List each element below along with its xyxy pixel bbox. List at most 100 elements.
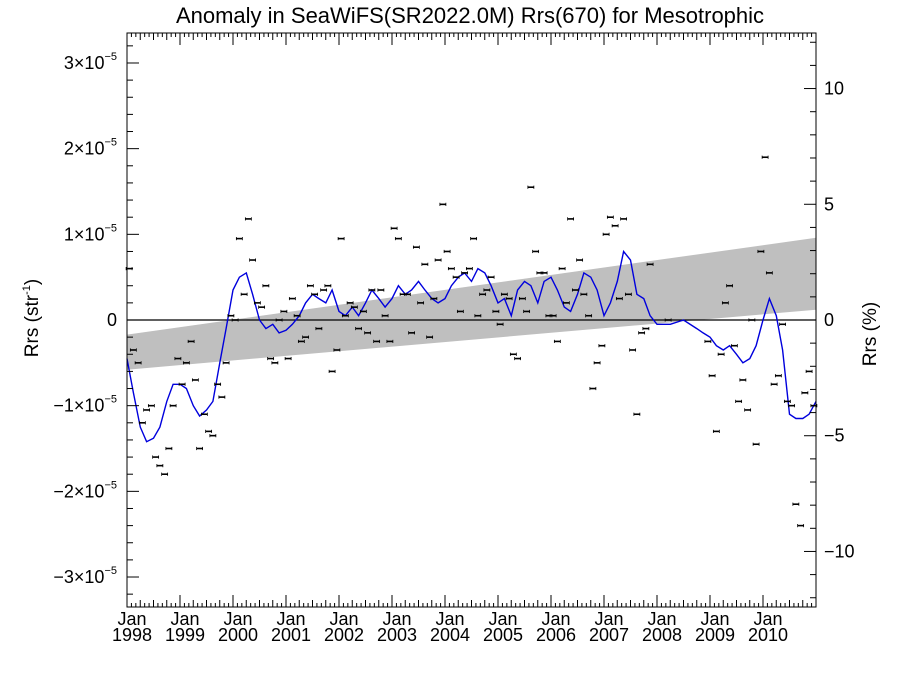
data-point [412,245,420,249]
data-point [165,446,173,451]
data-point [580,292,588,296]
data-point [620,217,628,221]
data-point [244,217,252,221]
data-point [496,322,504,326]
data-point [708,374,716,378]
y-tick-exponent: −5 [104,479,117,491]
data-point [474,314,482,318]
y-axis-label-close: ) [22,279,43,285]
data-point [214,382,222,386]
data-point [434,258,442,262]
data-point [390,226,398,230]
x-tick-year: 2008 [642,625,682,645]
data-point [717,352,725,356]
data-point [174,356,182,361]
data-point [143,408,151,412]
data-point [288,296,296,301]
x-tick-month: Jan [117,609,146,629]
x-tick-month: Jan [647,609,676,629]
data-point [770,382,778,386]
y-tick-mantissa: −1×10 [53,396,104,416]
y2-tick-label: −5 [824,426,845,446]
data-point [209,434,217,438]
data-point [797,524,805,528]
data-point [585,314,593,318]
x-tick-labels: Jan1998Jan1999Jan2000Jan2001Jan2002Jan20… [112,609,788,645]
x-tick-month: Jan [700,609,729,629]
y2-axis-label: Rrs (%) [860,302,881,366]
data-point [500,292,508,296]
data-point [487,275,495,279]
x-tick-year: 2007 [589,625,629,645]
data-point [598,344,606,348]
data-point [439,202,447,206]
data-point [456,309,464,314]
y2-tick-label: 5 [824,194,834,214]
data-point [465,266,473,271]
x-tick-month: Jan [594,609,623,629]
x-tick-month: Jan [329,609,358,629]
data-point [589,386,597,391]
data-point [315,326,323,331]
data-point [377,288,385,292]
data-point [452,275,460,279]
data-point [311,292,319,296]
data-point [470,237,478,241]
x-tick-month: Jan [541,609,570,629]
data-point [218,395,226,399]
data-point [284,356,292,361]
data-point [293,314,301,318]
data-point [191,378,199,382]
data-point [757,249,765,254]
data-point [624,292,632,296]
axis-ticks-layer [126,33,817,607]
y-tick-label: −1×10−5 [53,394,117,416]
data-point [646,262,654,266]
data-point [156,464,164,468]
data-point [275,318,283,322]
data-point [152,455,160,459]
data-point [333,348,341,352]
y-tick-exponent: −5 [104,222,117,234]
data-point [280,309,288,314]
x-tick-month: Jan [223,609,252,629]
data-point [235,237,243,241]
data-point [664,318,672,322]
data-point [447,266,455,271]
data-point [196,446,204,451]
y2-tick-labels: −10 −5 0 5 10 [824,79,855,562]
data-point [774,374,782,378]
y-tick-label: 1×10−5 [64,222,117,244]
data-point [562,301,570,305]
trend-band [127,237,816,370]
data-point [373,339,381,344]
y-tick-exponent: −5 [104,137,117,149]
running-mean-line [126,249,817,443]
data-point [483,288,491,292]
y2-tick-label: −10 [824,541,855,561]
data-point [227,314,235,318]
data-point [253,301,261,305]
data-point [735,399,743,403]
trend-band-layer [127,237,816,370]
data-point [611,224,619,228]
data-point [549,314,557,318]
data-point [748,318,756,322]
data-point [417,301,425,305]
data-point [182,361,190,365]
data-point [461,271,469,275]
data-point [633,412,641,416]
data-point [593,361,601,365]
data-point [606,215,614,219]
data-point [752,442,760,446]
x-tick-year: 1998 [112,625,152,645]
data-point [231,318,239,322]
data-point [187,339,195,344]
anomaly-points-layer [125,155,818,528]
y-tick-label: 2×10−5 [64,137,117,159]
data-point [721,301,729,305]
data-point [518,296,526,301]
data-point [320,288,328,292]
y-tick-label: 0 [107,310,117,330]
y2-tick-label: 0 [824,310,834,330]
